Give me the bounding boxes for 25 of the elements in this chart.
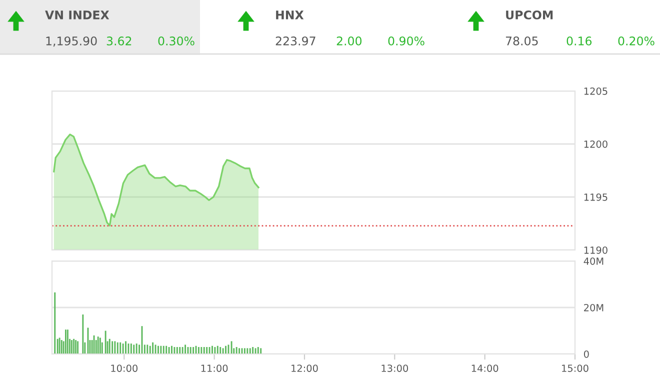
y-tick-label: 1205 [584,87,608,95]
x-tick-label: 14:00 [472,364,498,372]
x-tick-label: 11:00 [201,364,228,372]
text: 78.05 [506,36,538,46]
text: 2.00 [336,36,362,46]
y-tick-label: 20M [584,304,604,312]
text: VN INDEX [45,10,110,20]
y-tick-label: 1190 [584,246,608,254]
text: UPCOM [506,10,553,20]
x-tick-label: 15:00 [562,364,588,372]
text: 0.16 [566,36,592,46]
x-tick-label: 13:00 [382,364,408,372]
text: 0.20% [618,36,654,46]
y-tick-label: 1200 [584,140,608,148]
text: 0.90% [388,36,424,46]
text: 0.30% [158,36,194,46]
text: 223.97 [276,36,316,46]
text: 1,195.90 [46,36,97,47]
y-tick-label: 0 [584,350,589,358]
text: HNX [276,10,304,20]
x-tick-label: 10:00 [111,364,138,372]
y-tick-label: 40M [584,257,604,265]
text: 3.62 [106,36,132,46]
x-tick-label: 12:00 [292,364,318,372]
y-tick-label: 1195 [584,193,608,201]
